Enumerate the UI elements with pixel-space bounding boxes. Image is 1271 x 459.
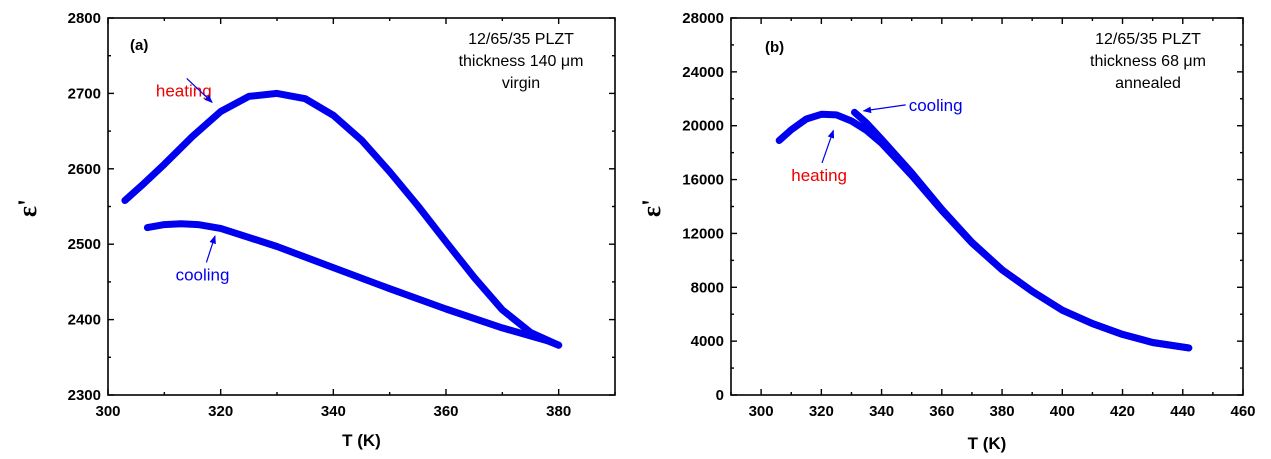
chart-a-series-cooling	[143, 220, 563, 349]
chart-b-annotation-arrow	[821, 129, 835, 164]
chart-a-y-tick-label: 2600	[68, 161, 101, 178]
chart-a-x-tick-label: 300	[95, 403, 120, 420]
chart-a-series-heating	[121, 89, 563, 349]
chart-b-x-tick-label: 320	[809, 403, 834, 420]
chart-b-info-line: 12/65/35 PLZT	[1095, 31, 1201, 48]
chart-b-series-heating	[775, 110, 1193, 352]
chart-b-x-tick-label: 400	[1050, 403, 1075, 420]
chart-a-x-tick-label: 360	[433, 403, 458, 420]
chart-b-y-tick-label: 16000	[682, 172, 724, 189]
chart-a-annotation-heating: heating	[156, 81, 212, 100]
chart-b-info-line: thickness 68 μm	[1090, 53, 1206, 70]
chart-a-y-tick-label: 2400	[68, 312, 101, 329]
chart-a-y-tick-label: 2300	[68, 387, 101, 404]
chart-b-y-tick-label: 24000	[682, 64, 724, 81]
chart-a-y-tick-label: 2800	[68, 10, 101, 27]
chart-a-x-tick-label: 320	[208, 403, 233, 420]
chart-a-panel-label: (a)	[130, 37, 148, 54]
chart-b-x-tick-label: 420	[1110, 403, 1135, 420]
chart-a-x-tick-label: 380	[546, 403, 571, 420]
chart-b-series-cooling	[851, 108, 1193, 352]
chart-a-info-line: virgin	[502, 75, 540, 92]
chart-a-annotation-arrow	[186, 77, 213, 104]
chart-a-y-tick-label: 2500	[68, 236, 101, 253]
chart-a-x-tick-label: 340	[321, 403, 346, 420]
chart-b-y-tick-label: 12000	[682, 225, 724, 242]
chart-b-annotation-arrow	[862, 104, 906, 114]
chart-b-info-line: annealed	[1115, 75, 1181, 92]
chart-a-info-line: 12/65/35 PLZT	[468, 31, 574, 48]
chart-b-y-tick-label: 8000	[691, 279, 724, 296]
chart-b-x-tick-label: 300	[749, 403, 774, 420]
chart-b-annotation-cooling: cooling	[909, 96, 963, 115]
chart-a-x-axis-label: T (K)	[342, 431, 381, 450]
chart-b-panel-label: (b)	[765, 39, 784, 56]
chart-b-y-tick-label: 0	[716, 387, 724, 404]
chart-b-x-tick-label: 340	[869, 403, 894, 420]
chart-b-x-tick-label: 460	[1230, 403, 1255, 420]
chart-b-y-axis-label: ε'	[637, 199, 666, 217]
chart-a-annotation-cooling: cooling	[176, 265, 230, 284]
chart-b-annotation-heating: heating	[791, 166, 847, 185]
chart-b-y-tick-label: 4000	[691, 333, 724, 350]
chart-a-info-line: thickness 140 μm	[459, 53, 584, 70]
chart-b-x-tick-label: 360	[929, 403, 954, 420]
chart-b-y-tick-label: 28000	[682, 10, 724, 27]
chart-b-x-tick-label: 380	[990, 403, 1015, 420]
chart-b-x-tick-label: 440	[1170, 403, 1195, 420]
chart-b-y-tick-label: 20000	[682, 118, 724, 135]
chart-a-annotation-arrow	[205, 235, 216, 263]
chart-a-y-tick-label: 2700	[68, 85, 101, 102]
chart-b-x-axis-label: T (K)	[968, 434, 1007, 453]
chart-a-y-axis-label: ε'	[13, 199, 42, 217]
